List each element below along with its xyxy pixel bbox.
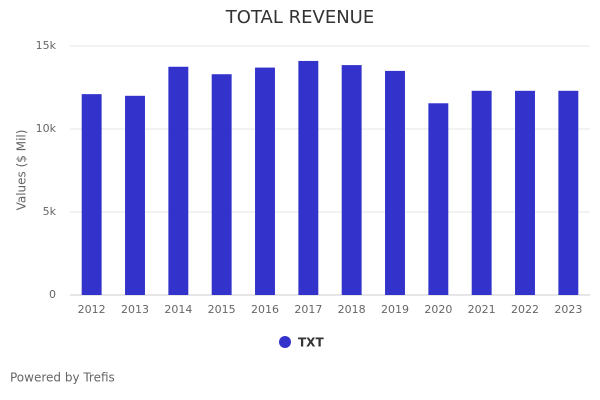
bar <box>428 103 449 296</box>
bar <box>385 70 405 296</box>
legend-marker <box>279 336 291 348</box>
y-tick-label: 0 <box>49 288 56 301</box>
bar <box>255 67 275 295</box>
bar <box>471 90 492 295</box>
legend-label: TXT <box>298 336 324 350</box>
y-tick-label: 5k <box>43 205 57 218</box>
credit: Powered by Trefis <box>10 371 115 385</box>
bar <box>298 60 319 295</box>
x-tick-label: 2019 <box>381 303 409 316</box>
chart-title: TOTAL REVENUE <box>225 7 374 28</box>
bar <box>211 74 232 295</box>
x-tick-label: 2022 <box>511 303 539 316</box>
y-tick-label: 15k <box>36 39 57 52</box>
y-axis-label: Values ($ Mil) <box>15 130 29 211</box>
x-tick-label: 2015 <box>208 303 236 316</box>
bar <box>515 90 535 295</box>
bar <box>81 94 102 295</box>
x-tick-label: 2017 <box>294 303 322 316</box>
bar <box>168 66 189 295</box>
x-tick-label: 2013 <box>121 303 149 316</box>
bar <box>558 90 579 295</box>
x-tick-label: 2021 <box>468 303 496 316</box>
bar <box>341 65 362 295</box>
x-tick-label: 2012 <box>78 303 106 316</box>
bar <box>125 95 145 295</box>
y-tick-label: 10k <box>36 122 57 135</box>
x-tick-label: 2018 <box>338 303 366 316</box>
x-tick-label: 2016 <box>251 303 279 316</box>
x-tick-label: 2020 <box>424 303 452 316</box>
x-tick-label: 2023 <box>554 303 582 316</box>
x-tick-label: 2014 <box>164 303 192 316</box>
